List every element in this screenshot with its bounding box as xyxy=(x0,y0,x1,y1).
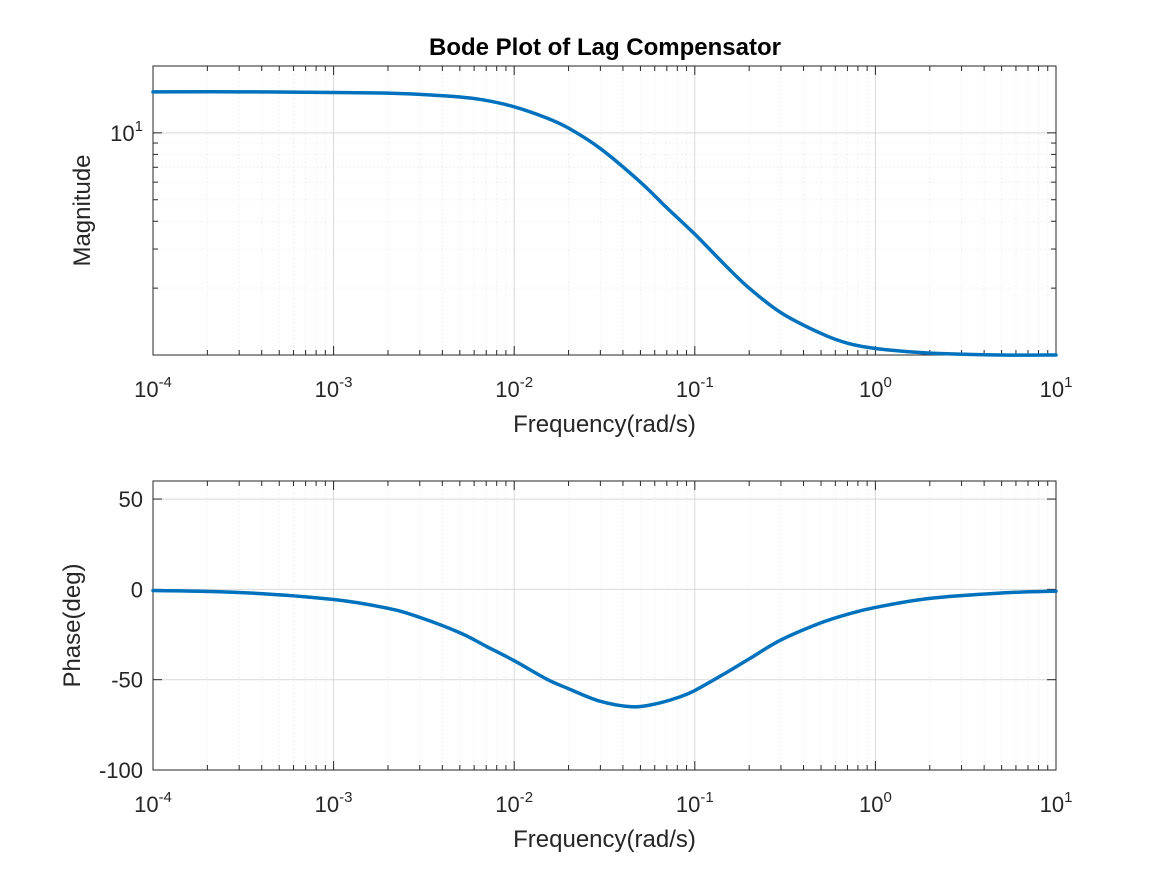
x-tick-label: 100 xyxy=(859,789,892,817)
x-tick-label: 10-1 xyxy=(676,374,714,402)
magnitude-series-line xyxy=(151,90,1058,357)
chart-title: Bode Plot of Lag Compensator xyxy=(429,34,781,61)
y-tick-label: -100 xyxy=(99,758,143,783)
plot-area xyxy=(153,66,1056,355)
phase-subplot: 10-4 10-3 10-2 10-1 100 101 -100 -50 0 50 Frequenc… xyxy=(59,480,1073,853)
y-tick-label: 50 xyxy=(119,487,143,512)
x-tick-label: 10-2 xyxy=(495,789,533,817)
x-tick-label: 10-3 xyxy=(315,374,353,402)
plot-area xyxy=(153,481,1056,770)
magnitude-subplot: 10-4 10-3 10-2 10-1 100 101 101 Frequency(rad/s… xyxy=(69,65,1073,438)
axes-box xyxy=(152,65,1057,356)
phase-axis-label: Phase(deg) xyxy=(59,563,86,687)
x-tick-label: 101 xyxy=(1040,374,1073,402)
x-axis-label: Frequency(rad/s) xyxy=(513,411,696,438)
x-tick-label: 10-2 xyxy=(495,374,533,402)
axes-box xyxy=(152,480,1057,771)
x-tick-label: 10-4 xyxy=(134,374,172,402)
y-tick-label: 0 xyxy=(131,577,143,602)
x-axis-label: Frequency(rad/s) xyxy=(513,826,696,853)
y-tick-label: 101 xyxy=(110,118,143,146)
x-tick-label: 100 xyxy=(859,374,892,402)
x-tick-label: 10-4 xyxy=(134,789,172,817)
x-tick-label: 10-3 xyxy=(315,789,353,817)
y-tick-label: -50 xyxy=(111,668,143,693)
magnitude-axis-label: Magnitude xyxy=(69,154,96,266)
phase-series-line xyxy=(151,588,1058,709)
x-tick-label: 10-1 xyxy=(676,789,714,817)
x-tick-label: 101 xyxy=(1040,789,1073,817)
